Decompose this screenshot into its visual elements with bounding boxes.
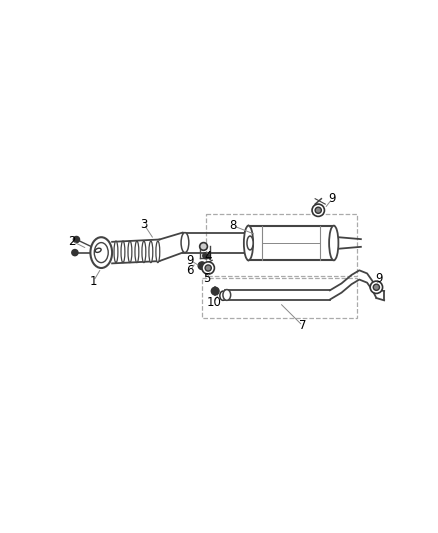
Text: 9: 9: [187, 254, 194, 267]
Circle shape: [373, 284, 379, 290]
Circle shape: [198, 262, 206, 270]
Circle shape: [72, 249, 78, 256]
Circle shape: [203, 253, 209, 259]
Text: 10: 10: [206, 296, 221, 309]
Ellipse shape: [90, 237, 112, 268]
Ellipse shape: [220, 291, 226, 301]
Text: 5: 5: [203, 271, 210, 285]
Ellipse shape: [223, 289, 231, 301]
Ellipse shape: [95, 248, 101, 253]
Text: 7: 7: [299, 319, 307, 332]
Ellipse shape: [149, 241, 153, 263]
Ellipse shape: [247, 236, 253, 250]
Ellipse shape: [142, 241, 146, 263]
Text: 3: 3: [140, 217, 148, 231]
Ellipse shape: [181, 232, 189, 253]
Bar: [248, 225, 334, 260]
Text: 9: 9: [328, 192, 336, 205]
Text: 4: 4: [205, 250, 212, 263]
Ellipse shape: [244, 225, 253, 260]
Circle shape: [207, 267, 213, 273]
Text: 2: 2: [68, 235, 75, 247]
Ellipse shape: [156, 241, 160, 263]
Ellipse shape: [329, 225, 339, 260]
Ellipse shape: [121, 241, 125, 263]
Text: 8: 8: [230, 219, 237, 232]
Circle shape: [202, 262, 214, 274]
Circle shape: [312, 204, 325, 216]
Ellipse shape: [128, 241, 132, 263]
Circle shape: [73, 237, 80, 243]
Bar: [202, 278, 357, 318]
Text: 9: 9: [375, 271, 382, 285]
Ellipse shape: [94, 243, 108, 263]
Circle shape: [211, 287, 219, 295]
Circle shape: [200, 243, 208, 251]
Bar: [206, 214, 357, 276]
Ellipse shape: [114, 241, 118, 263]
Circle shape: [205, 265, 211, 271]
Ellipse shape: [135, 241, 139, 263]
Circle shape: [370, 281, 382, 294]
Circle shape: [315, 207, 321, 213]
Text: 1: 1: [90, 274, 97, 288]
Text: 6: 6: [187, 264, 194, 277]
